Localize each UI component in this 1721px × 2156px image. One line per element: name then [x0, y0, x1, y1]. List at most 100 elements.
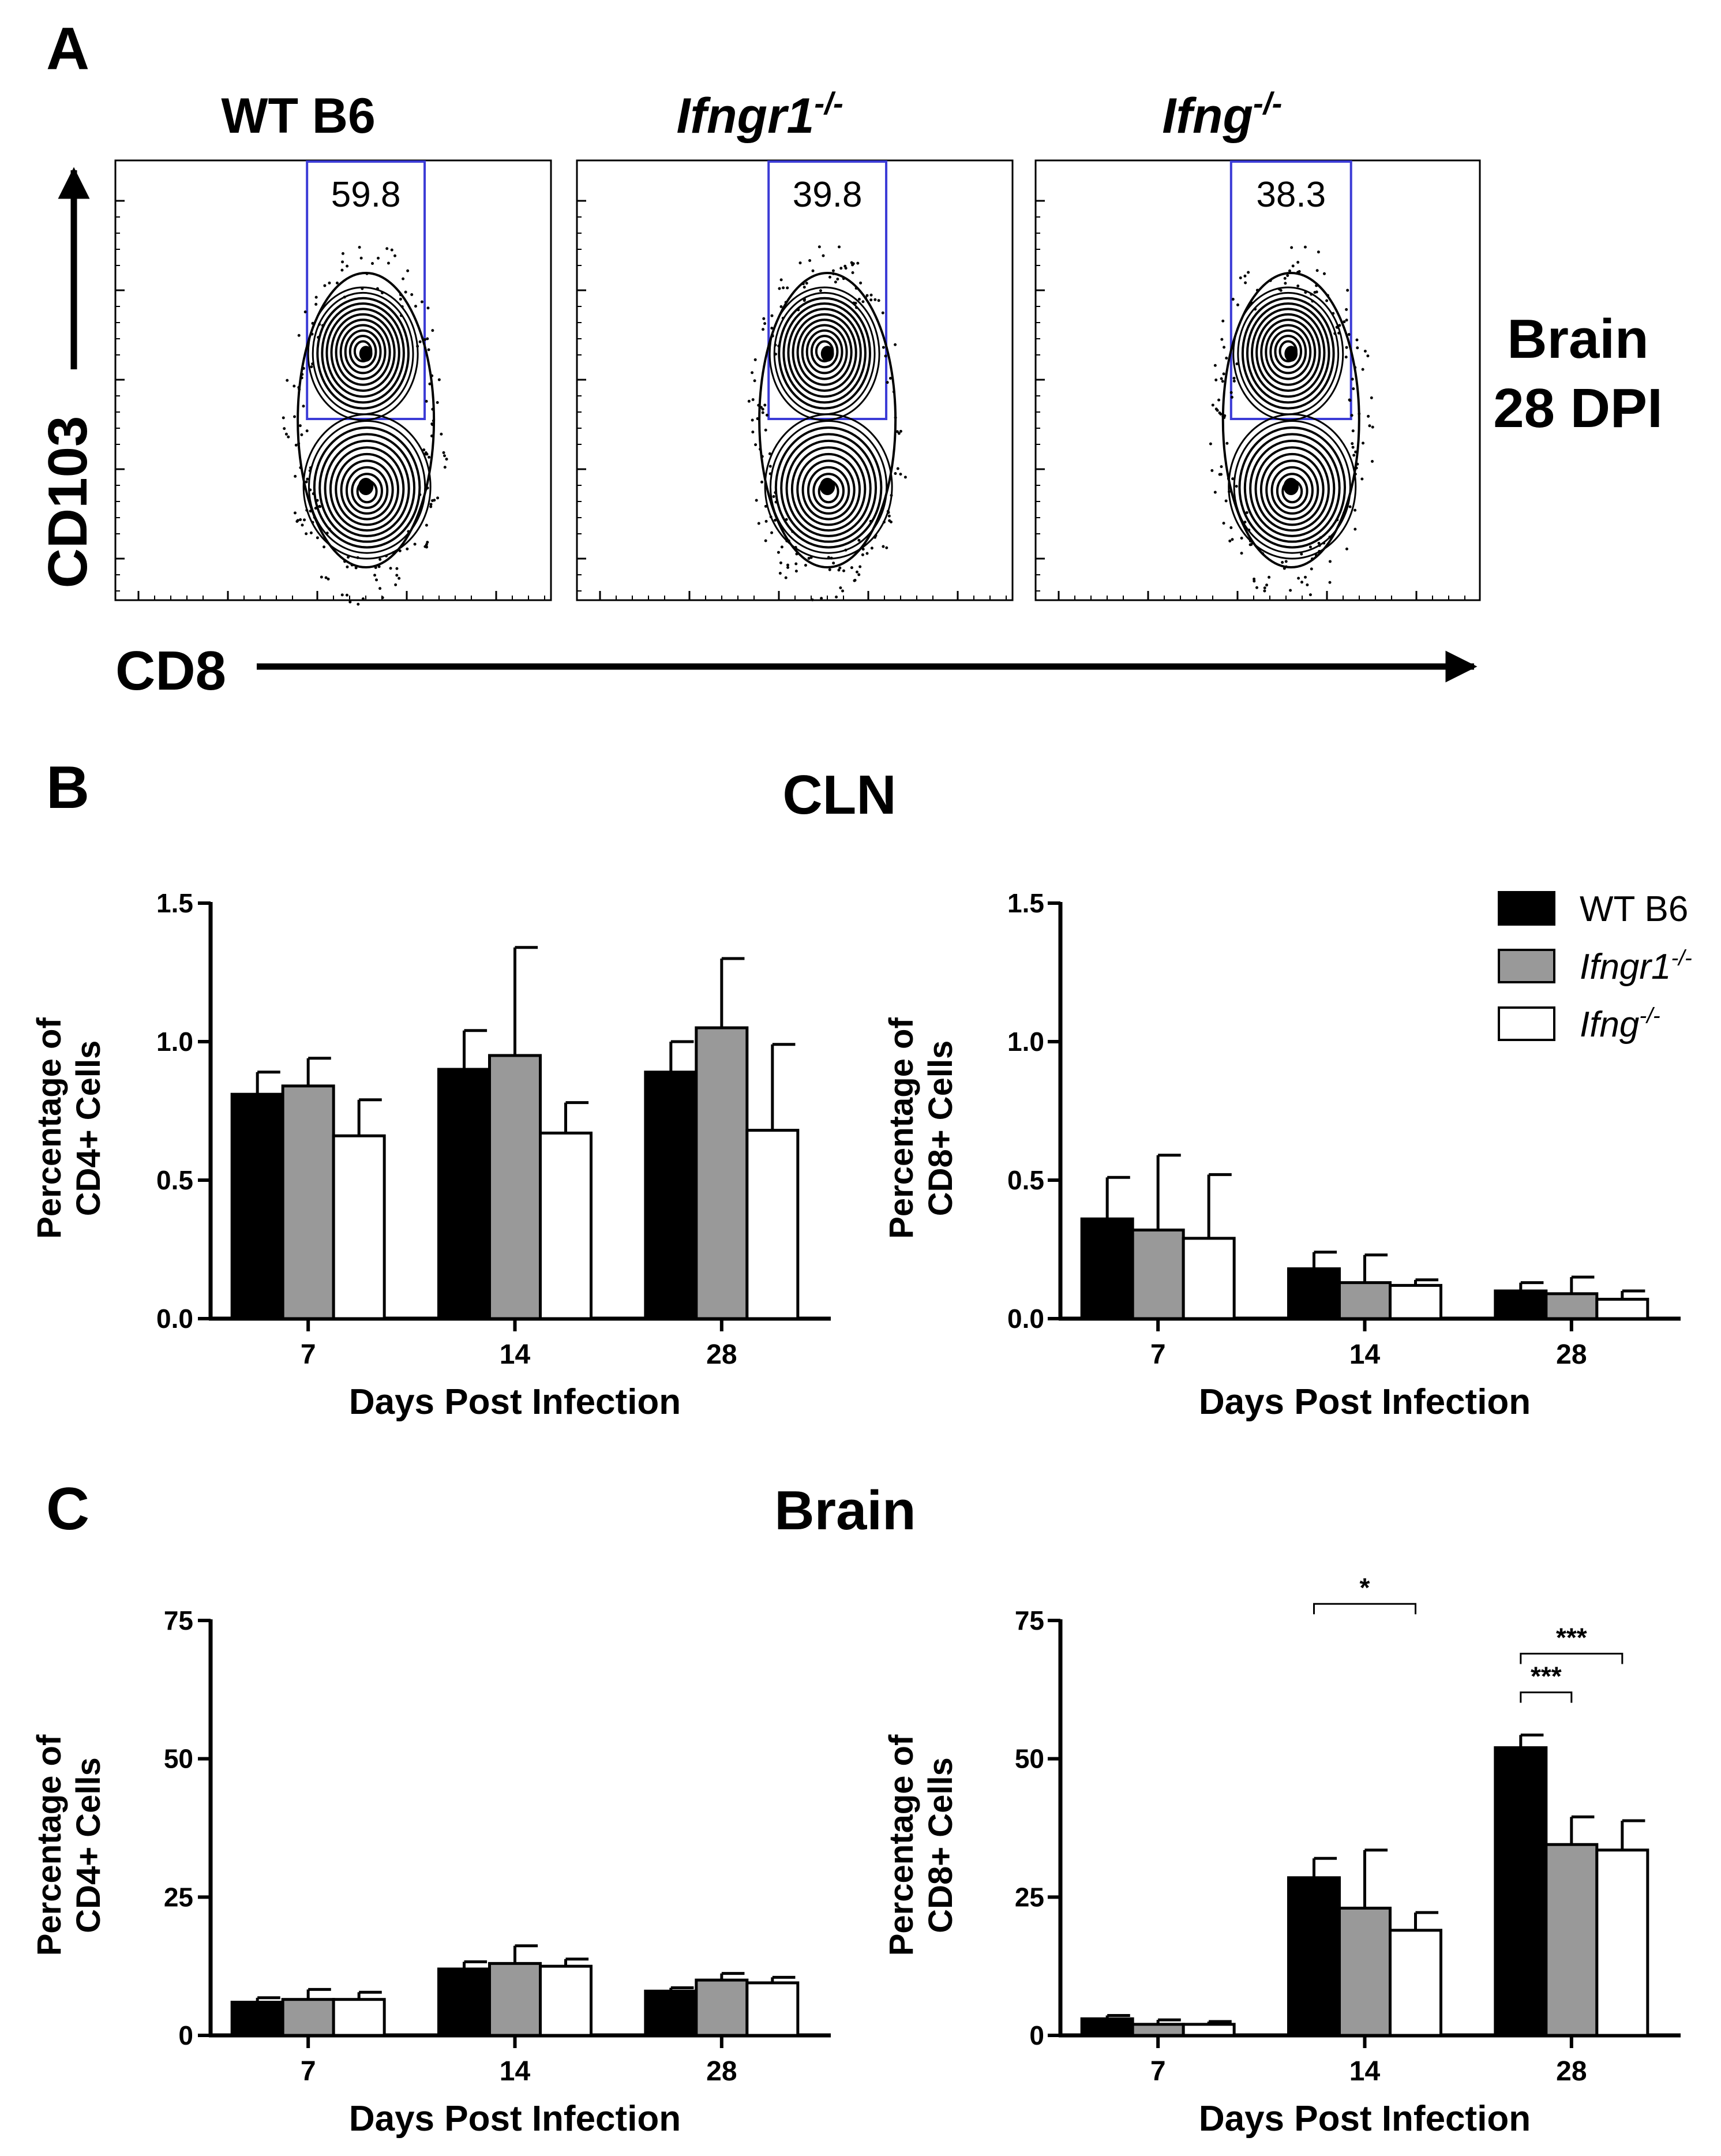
flow-event-dot: [1231, 298, 1235, 301]
flow-event-dot: [431, 499, 434, 502]
flow-contour-line: [812, 473, 845, 510]
flow-event-dot: [1228, 539, 1232, 542]
flow-event-dot: [768, 472, 772, 476]
flow-event-dot: [850, 566, 853, 570]
flow-event-dot: [1211, 403, 1214, 407]
flow-event-dot: [1348, 398, 1351, 402]
flow-event-dot: [1220, 377, 1223, 380]
flow-event-dot: [309, 488, 312, 492]
flow-event-dot: [1296, 284, 1300, 287]
legend-label-ifngr1-sup: -/-: [1671, 945, 1692, 970]
flow-event-dot: [787, 539, 790, 542]
flow-event-dot: [809, 556, 813, 559]
bar-ifngr1-day-14: [1338, 1281, 1392, 1320]
flow-gate: [767, 160, 888, 420]
flow-contour-line: [774, 426, 883, 549]
bar-ifng-day-28: [745, 1981, 800, 2037]
flow-event-dot: [343, 295, 346, 299]
flow-event-dot: [284, 432, 288, 436]
flow-event-dot: [803, 286, 806, 289]
flow-event-dot: [1328, 536, 1332, 539]
flow-event-dot: [305, 429, 309, 433]
flow-event-dot: [764, 428, 767, 432]
flow-event-dot: [1255, 289, 1259, 292]
flow-event-dot: [378, 557, 382, 561]
flow-event-dot: [429, 503, 433, 506]
flow-event-dot: [1255, 586, 1259, 589]
flow-event-dot: [340, 268, 344, 272]
flow-event-dot: [1230, 395, 1233, 399]
flow-plot-title-sup: -/-: [1253, 87, 1282, 121]
flow-event-dot: [428, 382, 432, 385]
flow-plot-title-base: Ifng: [1162, 88, 1253, 144]
flow-event-dot: [303, 486, 307, 490]
flow-event-dot: [861, 300, 865, 304]
flow-event-dot: [425, 399, 428, 403]
flow-event-dot: [779, 278, 783, 282]
flow-event-dot: [769, 515, 773, 519]
flow-event-dot: [1319, 536, 1322, 540]
flow-event-dot: [818, 245, 821, 249]
flow-event-dot: [794, 562, 798, 566]
x-tick-label: 7: [1150, 1339, 1166, 1370]
flow-event-dot: [429, 505, 433, 508]
flow-event-dot: [1235, 362, 1239, 366]
bar-wt-day-28: [1494, 1289, 1548, 1320]
flow-gate: [1229, 160, 1352, 420]
legend-swatch-ifngr1: [1498, 949, 1555, 983]
flow-event-dot: [1214, 407, 1218, 411]
flow-contour-core: [1284, 346, 1298, 362]
flow-gate-value: 59.8: [331, 175, 401, 215]
bar-ifng-day-14: [1389, 1283, 1442, 1320]
flow-event-dot: [1360, 477, 1364, 481]
flow-contour-line: [1259, 452, 1325, 526]
legend-label-ifngr1: Ifngr1-/-: [1580, 945, 1692, 987]
flow-event-dot: [371, 262, 374, 265]
flow-event-dot: [1352, 454, 1356, 457]
bar-wt-day-7: [1080, 1217, 1134, 1320]
flow-event-dot: [1210, 469, 1214, 472]
bar-ifngr1-day-7: [281, 1084, 335, 1320]
flow-event-dot: [841, 589, 845, 593]
flow-event-dot: [305, 532, 308, 536]
flow-event-dot: [828, 275, 831, 279]
significance-bracket: [1520, 1653, 1623, 1664]
flow-event-dot: [774, 343, 777, 347]
flow-event-dot: [1347, 333, 1351, 336]
flow-event-dot: [1356, 462, 1359, 466]
flow-event-dot: [780, 545, 783, 549]
flow-event-dot: [297, 334, 301, 337]
flow-event-dot: [428, 455, 431, 459]
flow-event-dot: [1358, 412, 1361, 416]
flow-event-dot: [311, 521, 314, 524]
flow-event-dot: [297, 385, 301, 389]
flow-event-dot: [770, 314, 774, 317]
flow-event-dot: [375, 578, 378, 582]
flow-event-dot: [771, 333, 774, 336]
flow-event-dot: [786, 286, 789, 290]
y-tick-label: 25: [164, 1882, 193, 1912]
flow-event-dot: [1335, 325, 1338, 329]
flow-event-dot: [423, 338, 427, 342]
flow-event-dot: [376, 287, 379, 290]
flow-event-dot: [1269, 279, 1272, 282]
flow-event-dot: [309, 466, 312, 470]
flow-event-dot: [323, 545, 326, 549]
bar-ifngr1-day-7: [281, 1998, 335, 2037]
flow-contour-line: [313, 426, 421, 549]
flow-event-dot: [808, 259, 812, 263]
flow-event-dot: [293, 511, 297, 515]
flow-event-dot: [773, 518, 777, 522]
flow-event-dot: [445, 458, 448, 461]
flow-event-dot: [1315, 284, 1318, 287]
flow-contour-core: [358, 478, 374, 495]
flow-event-dot: [1318, 544, 1321, 547]
flow-event-dot: [1289, 589, 1292, 592]
flow-event-dot: [895, 430, 899, 433]
flow-event-dot: [316, 499, 319, 502]
flow-event-dot: [1350, 414, 1353, 417]
flow-event-dot: [309, 531, 313, 534]
flow-event-dot: [378, 587, 382, 590]
panel-b-title: CLN: [782, 764, 896, 826]
flow-event-dot: [805, 282, 808, 285]
